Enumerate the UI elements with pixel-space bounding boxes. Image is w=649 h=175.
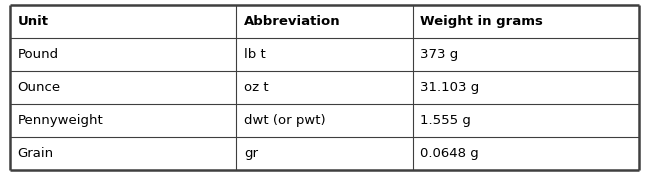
Bar [10, 137, 236, 170]
Text: Ounce: Ounce [18, 81, 60, 94]
Text: Pound: Pound [18, 48, 58, 61]
Text: oz t: oz t [244, 81, 269, 94]
Bar [236, 71, 413, 104]
Bar [413, 5, 639, 38]
Text: Weight in grams: Weight in grams [421, 15, 543, 28]
Text: gr: gr [244, 147, 258, 160]
Bar [10, 104, 236, 137]
Bar [236, 104, 413, 137]
Text: Pennyweight: Pennyweight [18, 114, 103, 127]
Text: 373 g: 373 g [421, 48, 459, 61]
Text: 0.0648 g: 0.0648 g [421, 147, 479, 160]
Text: Abbreviation: Abbreviation [244, 15, 341, 28]
Bar [236, 38, 413, 71]
Bar [236, 5, 413, 38]
Bar [10, 71, 236, 104]
Text: Grain: Grain [18, 147, 54, 160]
Text: 31.103 g: 31.103 g [421, 81, 480, 94]
Bar [10, 38, 236, 71]
Text: Unit: Unit [18, 15, 49, 28]
Bar [413, 38, 639, 71]
Bar [10, 5, 236, 38]
Bar [413, 137, 639, 170]
Bar [236, 137, 413, 170]
Bar [413, 71, 639, 104]
Text: dwt (or pwt): dwt (or pwt) [244, 114, 326, 127]
Bar [413, 104, 639, 137]
Text: lb t: lb t [244, 48, 266, 61]
Text: 1.555 g: 1.555 g [421, 114, 471, 127]
